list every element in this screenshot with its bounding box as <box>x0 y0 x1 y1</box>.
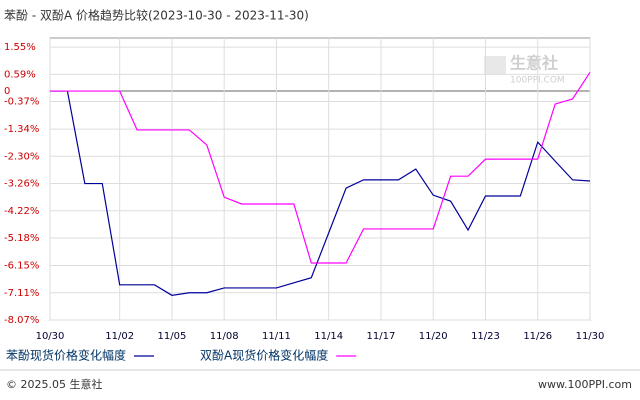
y-tick-label: -5.18% <box>4 233 39 244</box>
x-tick-label: 11/05 <box>158 331 187 342</box>
x-tick-label: 11/30 <box>576 331 605 342</box>
y-tick-label: -2.30% <box>4 151 39 162</box>
y-tick-label: -1.34% <box>4 124 39 135</box>
legend-label: 苯酚现货价格变化幅度 <box>6 348 126 363</box>
legend-label: 双酚A现货价格变化幅度 <box>200 348 328 363</box>
x-tick-label: 11/08 <box>210 331 239 342</box>
x-tick-label: 11/11 <box>262 331 291 342</box>
series-line <box>50 90 591 296</box>
y-tick-label: -4.22% <box>4 206 39 217</box>
series-line <box>50 71 591 264</box>
y-tick-label: -0.37% <box>4 97 39 108</box>
y-tick-label: -3.26% <box>4 179 39 190</box>
watermark-text: 生意社 <box>510 54 558 73</box>
x-tick-label: 11/23 <box>471 331 500 342</box>
y-tick-label: -6.15% <box>4 261 39 272</box>
x-tick-label: 11/17 <box>367 331 396 342</box>
y-tick-label: 1.55% <box>4 42 36 53</box>
watermark-icon <box>484 56 506 74</box>
footer-left: © 2025.05 生意社 <box>6 377 102 391</box>
x-tick-label: 10/30 <box>36 331 65 342</box>
x-tick-label: 11/02 <box>105 331 134 342</box>
footer-right: www.100PPI.com <box>538 378 632 391</box>
y-tick-label: -8.07% <box>4 315 39 326</box>
chart-title: 苯酚 - 双酚A 价格趋势比较(2023-10-30 - 2023-11-30) <box>4 8 309 23</box>
y-tick-label: 0 <box>4 86 10 97</box>
y-tick-label: -7.11% <box>4 288 39 299</box>
y-tick-label: 0.59% <box>4 69 36 80</box>
x-tick-label: 11/26 <box>523 331 552 342</box>
x-tick-label: 11/14 <box>314 331 343 342</box>
x-tick-label: 11/20 <box>419 331 448 342</box>
